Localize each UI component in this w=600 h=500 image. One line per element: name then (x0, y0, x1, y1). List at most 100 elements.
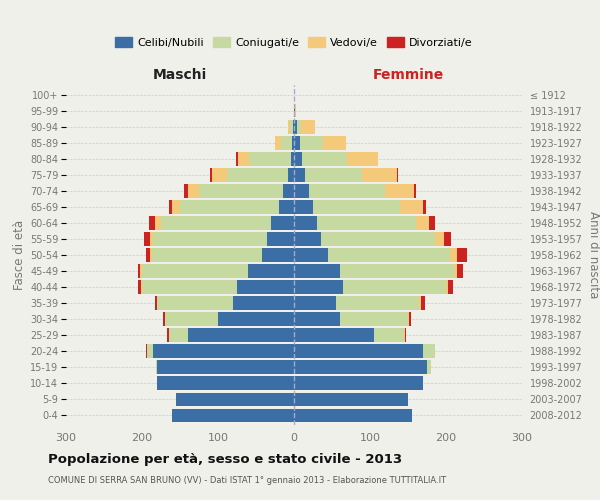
Bar (409, 312, 411, 326)
Bar (227, 168, 288, 181)
Bar (199, 184, 283, 198)
Bar (279, 200, 294, 213)
Bar (385, 184, 414, 198)
Bar (328, 248, 450, 262)
Bar (297, 120, 301, 134)
Bar (294, 392, 408, 406)
Y-axis label: Anni di nascita: Anni di nascita (587, 212, 599, 298)
Bar (212, 168, 227, 181)
Bar (419, 296, 421, 310)
Bar (236, 152, 238, 166)
Bar (294, 264, 340, 278)
Bar (340, 264, 454, 278)
Bar (343, 280, 446, 294)
Text: Popolazione per età, sesso e stato civile - 2013: Popolazione per età, sesso e stato civil… (48, 452, 402, 466)
Bar (248, 264, 294, 278)
Bar (188, 184, 199, 198)
Bar (294, 168, 305, 181)
Bar (144, 232, 149, 246)
Bar (271, 216, 294, 230)
Bar (427, 360, 431, 374)
Bar (323, 136, 346, 149)
Legend: Celibi/Nubili, Coniugati/e, Vedovi/e, Divorziati/e: Celibi/Nubili, Coniugati/e, Vedovi/e, Di… (111, 33, 477, 52)
Bar (301, 120, 314, 134)
Bar (291, 152, 294, 166)
Text: Maschi: Maschi (153, 68, 207, 82)
Bar (149, 248, 152, 262)
Bar (300, 136, 323, 149)
Bar (149, 232, 154, 246)
Bar (397, 168, 398, 181)
Bar (423, 200, 426, 213)
Bar (218, 312, 294, 326)
Bar (169, 328, 188, 342)
Bar (294, 200, 313, 213)
Bar (294, 104, 295, 118)
Bar (146, 344, 148, 358)
Bar (165, 312, 218, 326)
Bar (446, 280, 448, 294)
Bar (408, 312, 409, 326)
Bar (141, 280, 142, 294)
Bar (294, 328, 374, 342)
Bar (157, 296, 233, 310)
Bar (405, 328, 406, 342)
Bar (309, 184, 385, 198)
Y-axis label: Fasce di età: Fasce di età (13, 220, 26, 290)
Bar (336, 296, 419, 310)
Bar (288, 120, 290, 134)
Bar (400, 200, 423, 213)
Bar (457, 264, 463, 278)
Bar (142, 280, 237, 294)
Bar (454, 264, 457, 278)
Bar (317, 216, 416, 230)
Bar (275, 136, 281, 149)
Bar (347, 152, 377, 166)
Bar (320, 232, 434, 246)
Bar (163, 312, 165, 326)
Bar (444, 232, 451, 246)
Bar (288, 168, 294, 181)
Bar (148, 344, 154, 358)
Bar (172, 408, 294, 422)
Bar (362, 168, 397, 181)
Bar (268, 232, 294, 246)
Bar (421, 296, 425, 310)
Bar (294, 232, 320, 246)
Bar (211, 168, 212, 181)
Bar (167, 328, 169, 342)
Bar (140, 264, 142, 278)
Bar (157, 376, 294, 390)
Bar (434, 232, 444, 246)
Bar (188, 328, 294, 342)
Bar (429, 216, 436, 230)
Bar (290, 120, 293, 134)
Bar (233, 296, 294, 310)
Bar (262, 248, 294, 262)
Bar (294, 376, 423, 390)
Bar (237, 280, 294, 294)
Bar (294, 344, 423, 358)
Bar (294, 248, 328, 262)
Bar (283, 184, 294, 198)
Bar (404, 328, 405, 342)
Bar (313, 200, 400, 213)
Bar (176, 392, 294, 406)
Bar (155, 296, 157, 310)
Bar (294, 184, 309, 198)
Bar (172, 200, 180, 213)
Text: COMUNE DI SERRA SAN BRUNO (VV) - Dati ISTAT 1° gennaio 2013 - Elaborazione TUTTI: COMUNE DI SERRA SAN BRUNO (VV) - Dati IS… (48, 476, 446, 485)
Bar (180, 200, 279, 213)
Bar (157, 360, 294, 374)
Bar (169, 200, 172, 213)
Bar (423, 344, 434, 358)
Bar (448, 280, 453, 294)
Bar (450, 248, 457, 262)
Bar (434, 344, 436, 358)
Bar (294, 360, 427, 374)
Bar (281, 136, 292, 149)
Bar (154, 232, 268, 246)
Bar (294, 152, 302, 166)
Bar (416, 216, 429, 230)
Bar (294, 216, 317, 230)
